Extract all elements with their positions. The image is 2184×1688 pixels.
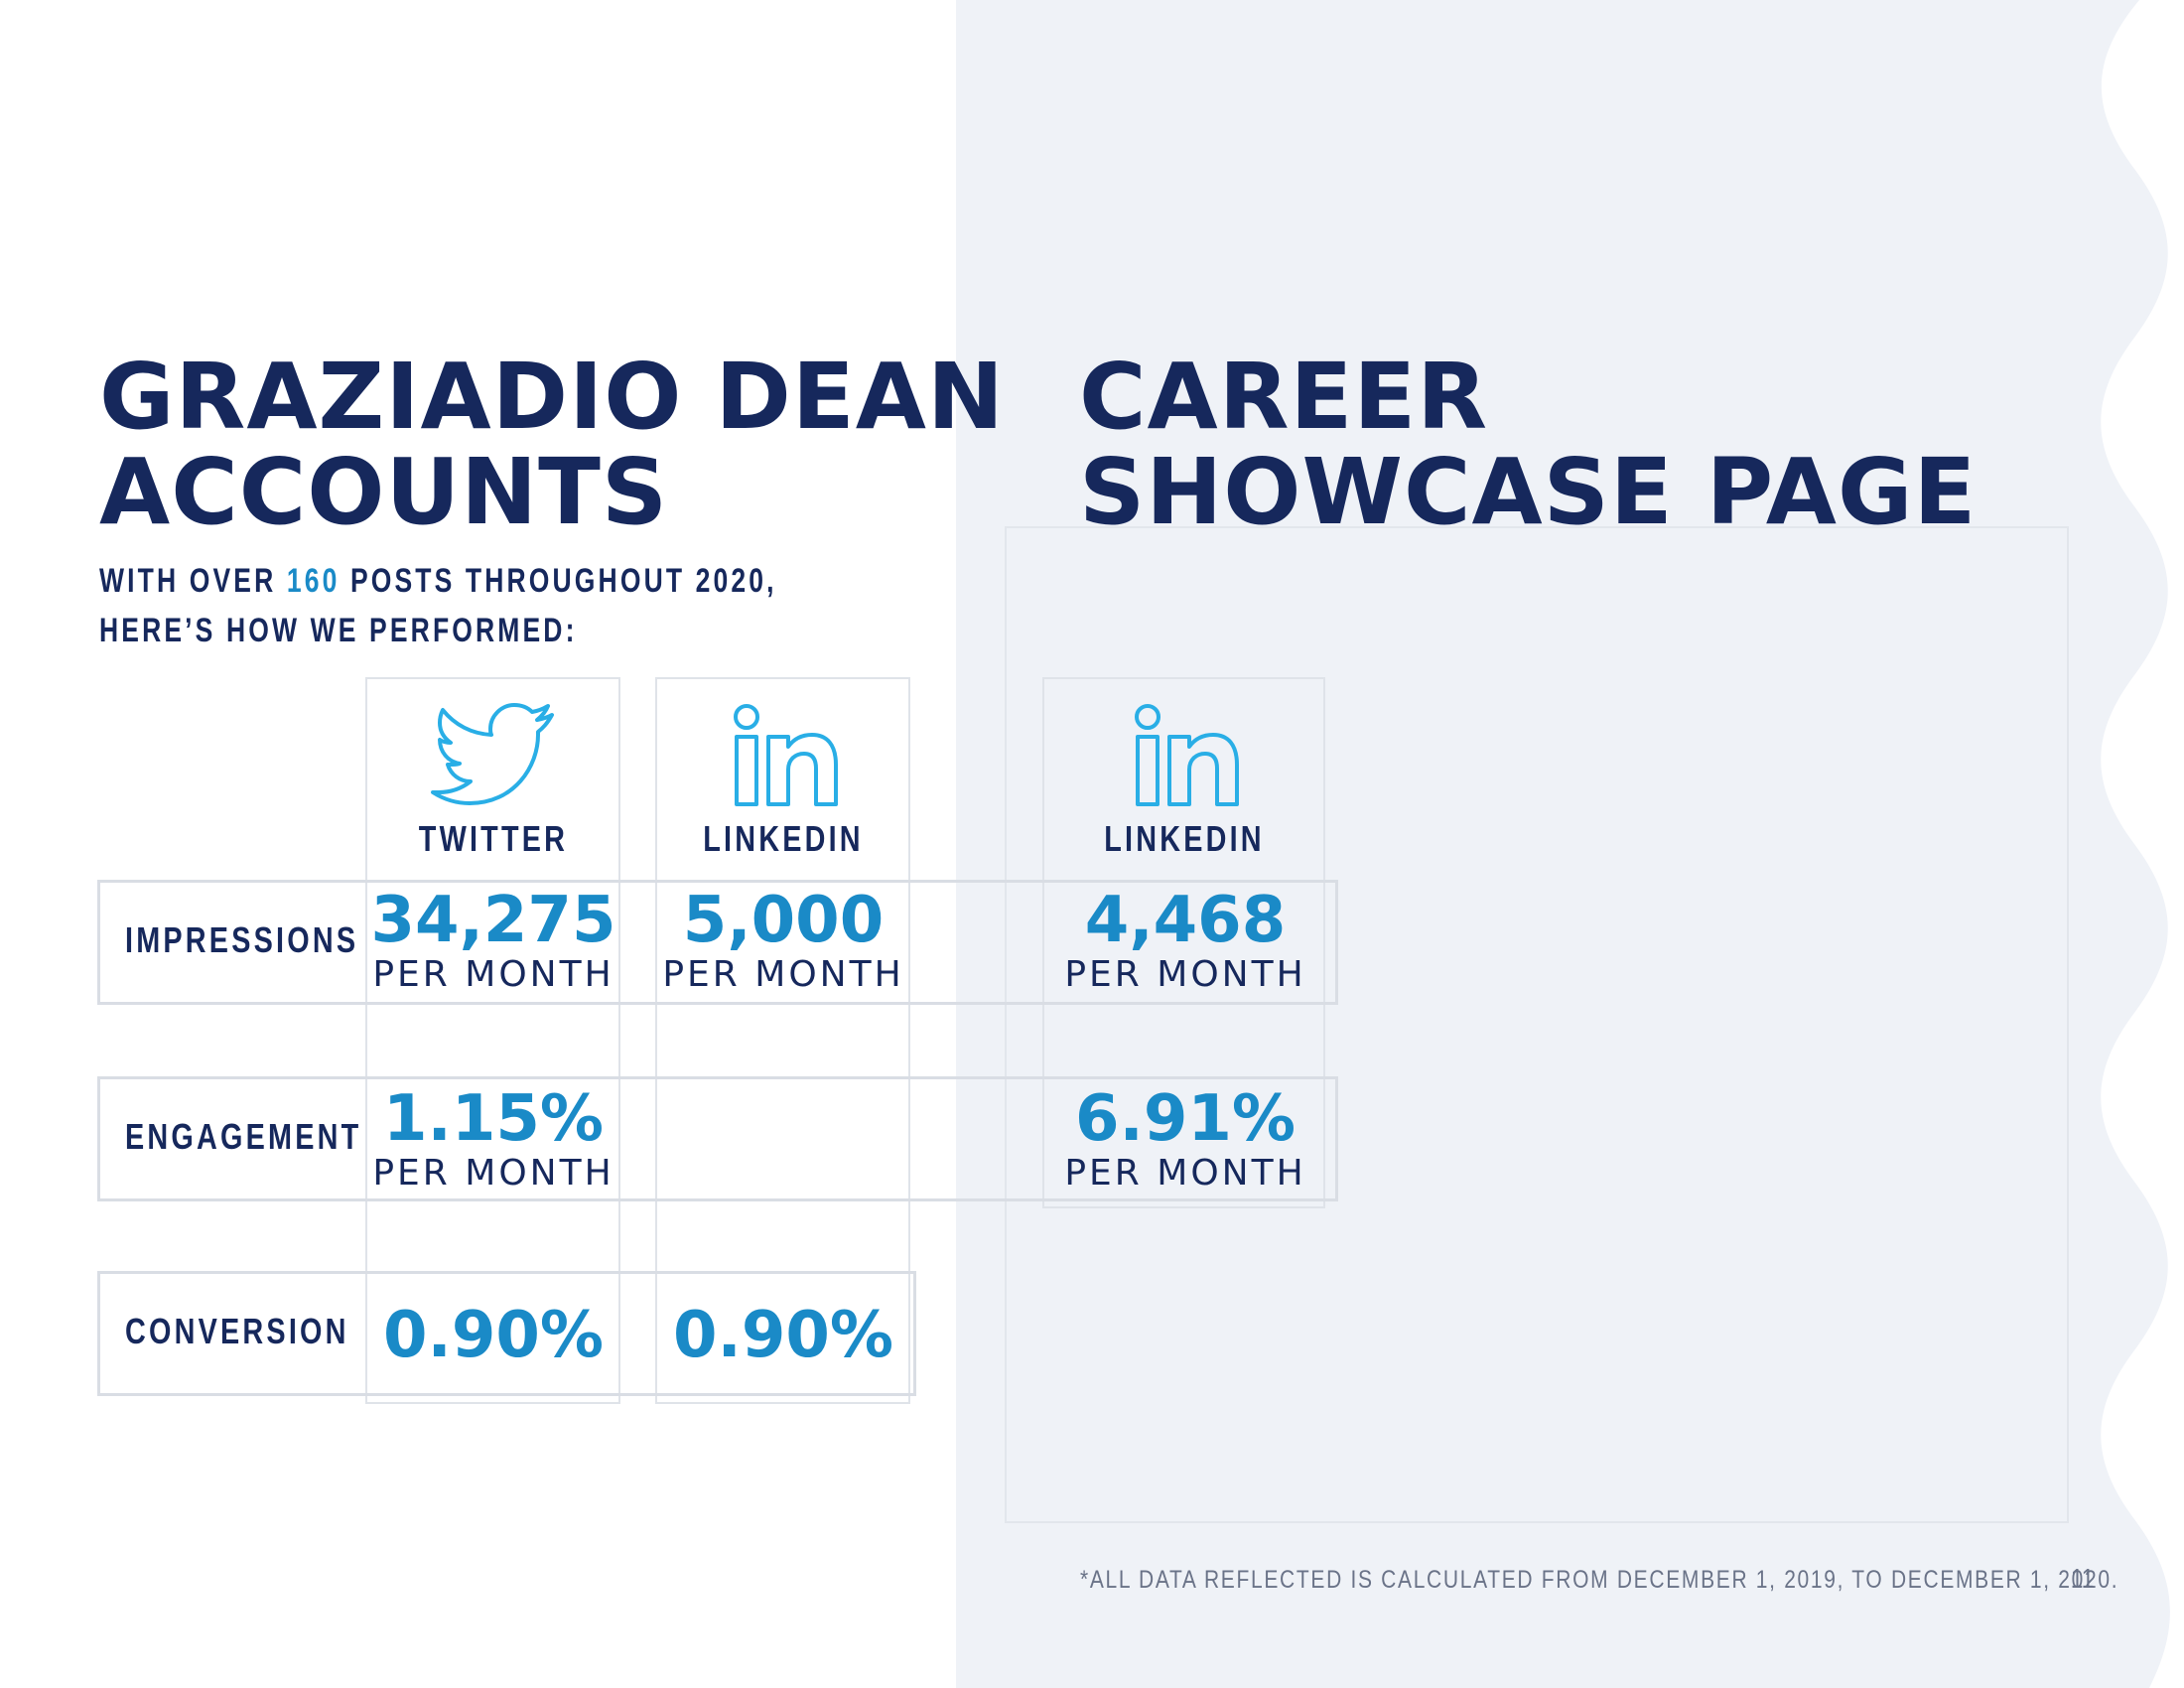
- linkedin-icon: [734, 704, 838, 806]
- career-engagement-stat: 6.91% PER MONTH: [1041, 1084, 1329, 1194]
- engagement-label: ENGAGEMENT: [125, 1116, 362, 1157]
- stat-unit: PER MONTH: [372, 1153, 614, 1194]
- stat-value: 0.90%: [672, 1299, 894, 1372]
- stat-value: 6.91%: [1074, 1082, 1297, 1156]
- linkedin-column-frame: [655, 677, 910, 1404]
- stat-value: 34,275: [370, 884, 616, 957]
- stat-value: 1.15%: [382, 1082, 605, 1156]
- left-title-line1: GRAZIADIO DEAN: [99, 344, 1005, 450]
- linkedin-column-header: LINKEDIN: [702, 818, 864, 859]
- career-linkedin-column-frame: [1042, 677, 1325, 1208]
- stat-value: 5,000: [682, 884, 885, 957]
- stat-unit: PER MONTH: [372, 954, 614, 995]
- twitter-column-header: TWITTER: [418, 818, 568, 859]
- right-title-line2: SHOWCASE PAGE: [1079, 439, 1978, 545]
- right-section-title: CAREER SHOWCASE PAGE: [1079, 350, 1977, 540]
- subtitle-highlight: 160: [286, 562, 341, 600]
- impressions-row-frame: [97, 880, 1338, 1005]
- twitter-impressions-stat: 34,275 PER MONTH: [349, 886, 637, 995]
- subtitle-pre: WITH OVER: [99, 562, 287, 600]
- twitter-bird-icon: [431, 703, 554, 805]
- stat-unit: PER MONTH: [1064, 954, 1306, 995]
- stat-unit: PER MONTH: [662, 954, 904, 995]
- subtitle-post: POSTS THROUGHOUT 2020, HERE’S HOW WE PER…: [99, 562, 777, 649]
- twitter-conversion-stat: 0.90%: [349, 1301, 637, 1370]
- career-section-frame: [1005, 526, 2069, 1523]
- right-panel-background: [956, 0, 2184, 1688]
- engagement-row-frame: [97, 1076, 1338, 1201]
- conversion-row-frame: [97, 1271, 916, 1396]
- stat-unit: PER MONTH: [1064, 1153, 1306, 1194]
- linkedin-impressions-stat: 5,000 PER MONTH: [639, 886, 927, 995]
- conversion-label: CONVERSION: [125, 1311, 349, 1351]
- career-linkedin-column-header: LINKEDIN: [1103, 818, 1265, 859]
- section-subtitle: WITH OVER 160 POSTS THROUGHOUT 2020, HER…: [99, 556, 780, 655]
- career-impressions-stat: 4,468 PER MONTH: [1041, 886, 1329, 995]
- impressions-label: IMPRESSIONS: [125, 919, 359, 960]
- twitter-column-frame: [365, 677, 620, 1404]
- stat-value: 4,468: [1084, 884, 1287, 957]
- page-number: 11: [2070, 1563, 2095, 1594]
- left-title-line2: ACCOUNTS: [99, 439, 669, 545]
- twitter-engagement-stat: 1.15% PER MONTH: [349, 1084, 637, 1194]
- left-section-title: GRAZIADIO DEAN ACCOUNTS: [99, 350, 1005, 540]
- linkedin-icon: [1135, 704, 1239, 806]
- data-footnote: *ALL DATA REFLECTED IS CALCULATED FROM D…: [1080, 1566, 2119, 1594]
- wavy-edge-decoration: [2101, 0, 2184, 1688]
- right-title-line1: CAREER: [1079, 344, 1489, 450]
- linkedin-conversion-stat: 0.90%: [639, 1301, 927, 1370]
- stat-value: 0.90%: [382, 1299, 605, 1372]
